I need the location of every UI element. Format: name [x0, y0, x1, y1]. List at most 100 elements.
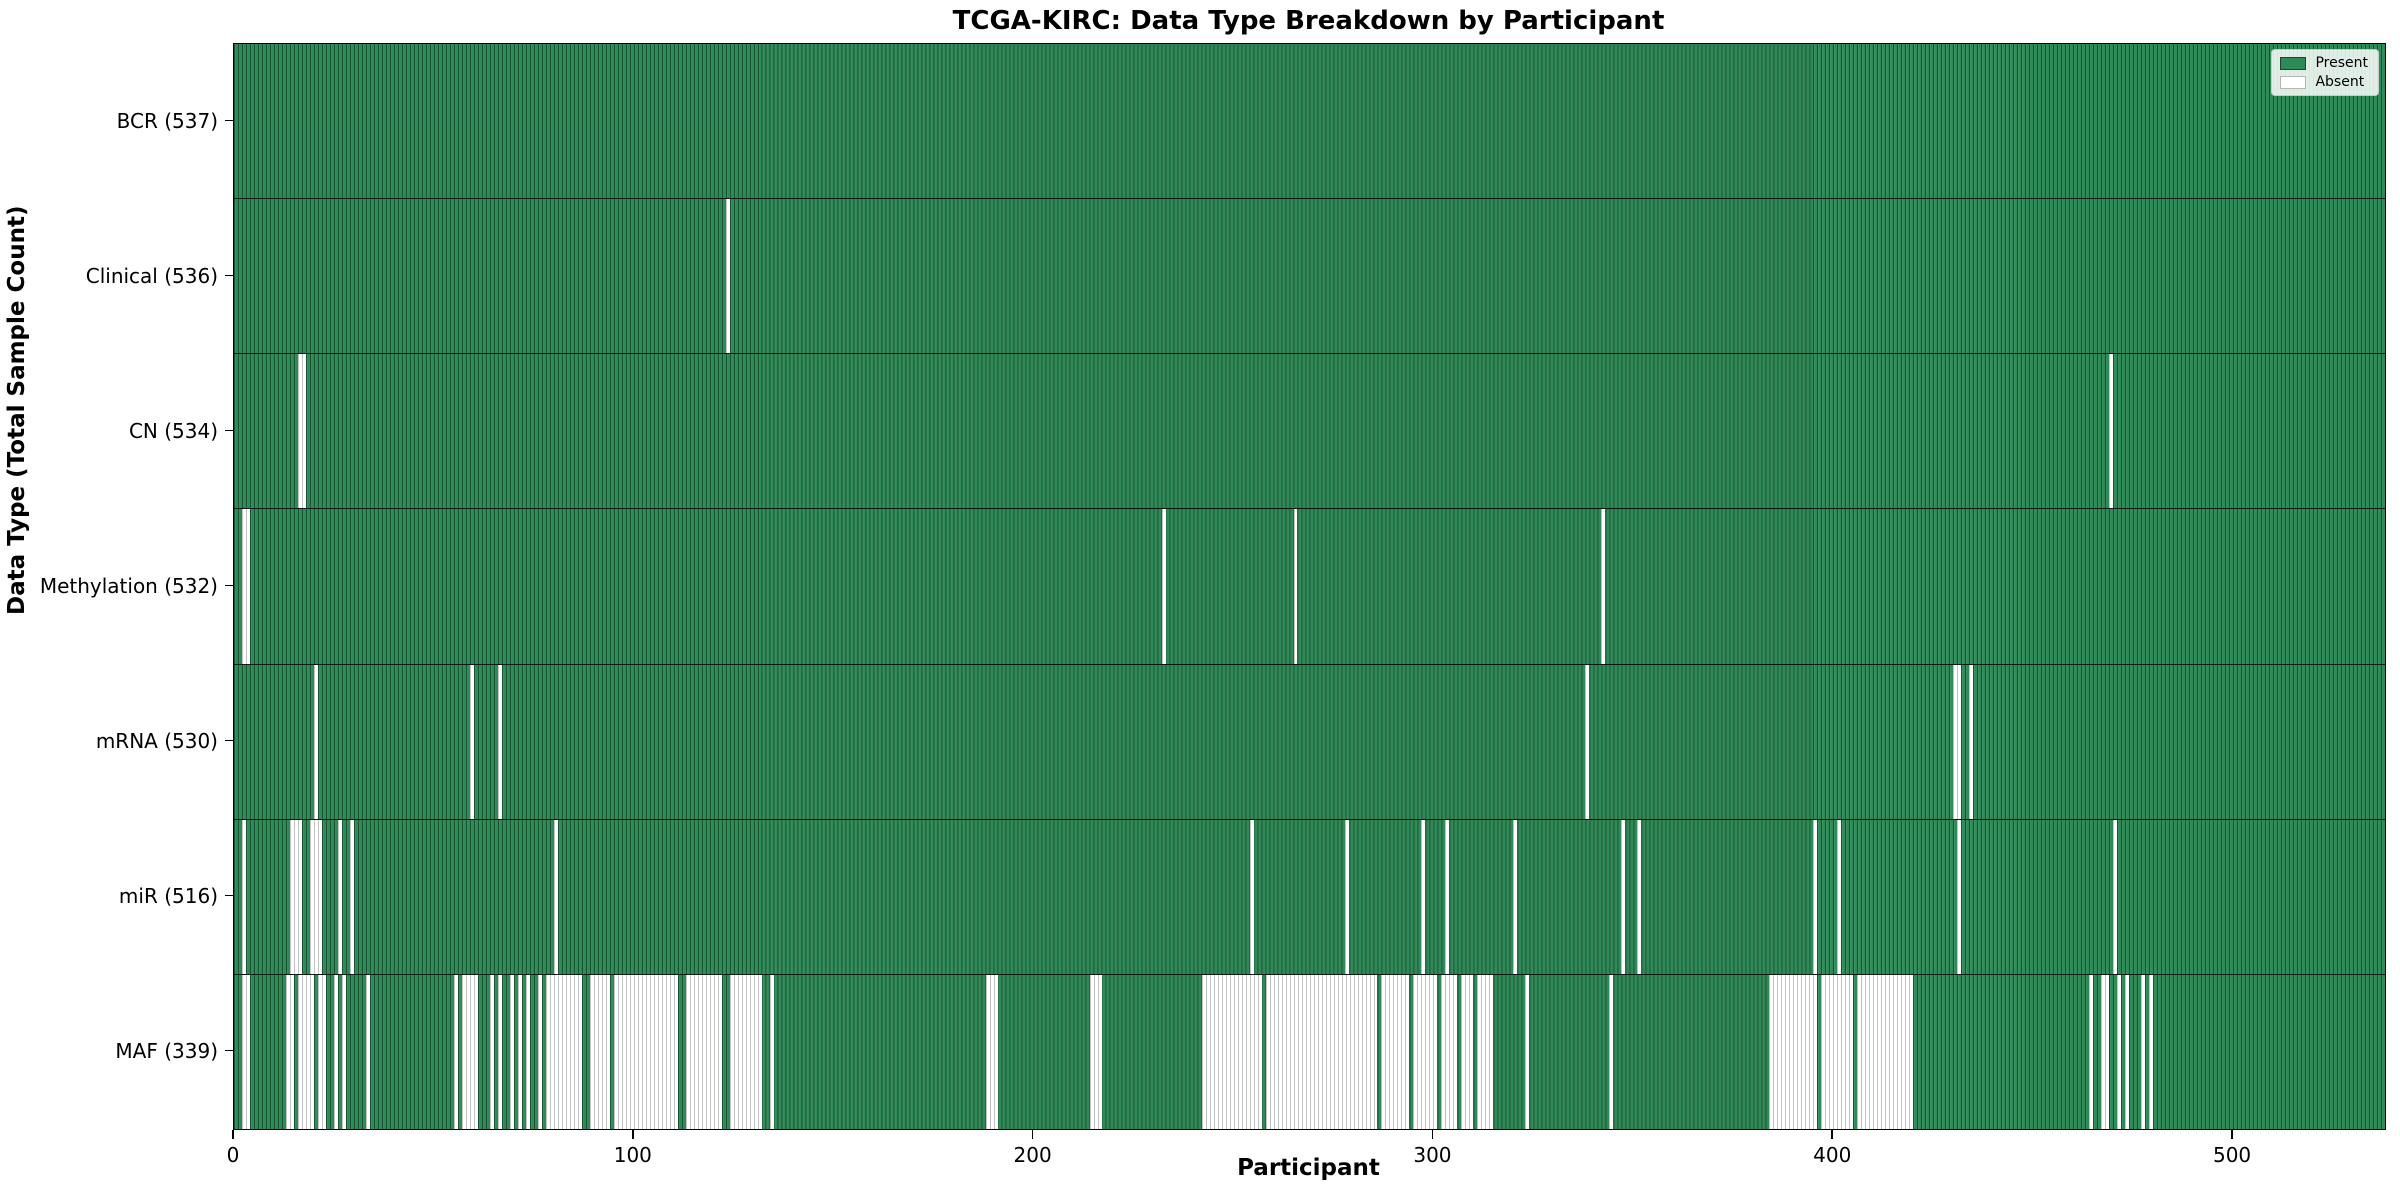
absent-stripe — [1265, 974, 1378, 1129]
absent-stripe — [297, 354, 306, 509]
absent-stripe — [2113, 819, 2118, 974]
heatmap-row-mir — [234, 818, 2385, 974]
x-tick-mark — [1031, 1129, 1034, 1139]
legend-entry-absent: Absent — [2280, 75, 2368, 89]
plot-area: Present Absent — [233, 43, 2386, 1130]
absent-stripe — [1837, 819, 1842, 974]
absent-stripe — [1957, 819, 1962, 974]
absent-stripe — [453, 974, 458, 1129]
x-tick-mark — [1831, 1129, 1834, 1139]
absent-stripe — [769, 974, 774, 1129]
absent-stripe — [509, 974, 514, 1129]
absent-stripe — [1345, 819, 1350, 974]
y-tick-mark — [225, 739, 233, 742]
absent-stripe — [2141, 974, 2146, 1129]
y-tick-label: Clinical (536) — [85, 263, 218, 288]
x-tick-mark — [232, 1129, 234, 1139]
absent-stripe — [2149, 974, 2154, 1129]
absent-stripe — [1513, 819, 1518, 974]
absent-stripe — [461, 974, 478, 1129]
y-tick-mark — [225, 1049, 233, 1052]
absent-stripe — [1201, 974, 1262, 1129]
y-tick-mark — [225, 584, 233, 587]
y-tick-label: CN (534) — [128, 418, 218, 443]
absent-stripe — [1857, 974, 1914, 1129]
absent-stripe — [685, 974, 722, 1129]
x-tick-mark — [632, 1129, 634, 1139]
absent-stripe — [553, 819, 558, 974]
absent-stripe — [985, 974, 998, 1129]
absent-stripe — [1637, 819, 1642, 974]
absent-stripe — [1381, 974, 1410, 1129]
heatmap-row-methylation — [234, 508, 2385, 664]
absent-stripe — [469, 664, 474, 819]
absent-stripe — [349, 819, 354, 974]
absent-stripe — [1445, 819, 1450, 974]
y-tick-label: mRNA (530) — [95, 728, 218, 753]
absent-stripe — [589, 974, 610, 1129]
absent-stripe — [2117, 974, 2122, 1129]
absent-stripe — [729, 974, 762, 1129]
absent-stripe — [1089, 974, 1102, 1129]
legend-label-absent: Absent — [2315, 74, 2365, 90]
absent-stripe — [1969, 664, 1974, 819]
absent-stripe — [613, 974, 678, 1129]
x-tick-label: 0 — [226, 1143, 240, 1167]
y-tick-label: Methylation (532) — [39, 573, 218, 598]
absent-stripe — [1477, 974, 1494, 1129]
absent-stripe — [1413, 974, 1438, 1129]
absent-stripe — [2109, 354, 2114, 509]
heatmap-row-mrna — [234, 663, 2385, 819]
absent-stripe — [1293, 509, 1298, 664]
absent-stripe — [537, 974, 542, 1129]
absent-stripe — [2125, 974, 2130, 1129]
heatmap-rows — [234, 44, 2385, 1129]
absent-stripe — [285, 974, 294, 1129]
y-tick-mark — [225, 894, 233, 897]
absent-stripe — [365, 974, 370, 1129]
x-tick-mark — [1431, 1129, 1434, 1139]
absent-stripe — [241, 819, 246, 974]
absent-stripe — [313, 664, 318, 819]
present-swatch — [2280, 56, 2307, 70]
heatmap-row-clinical — [234, 198, 2385, 354]
x-tick-label: 100 — [613, 1143, 652, 1167]
absent-stripe — [525, 974, 530, 1129]
heatmap-row-maf — [234, 973, 2385, 1129]
absent-stripe — [1769, 974, 1818, 1129]
absent-stripe — [241, 974, 250, 1129]
absent-stripe — [1609, 974, 1614, 1129]
absent-stripe — [1585, 664, 1590, 819]
legend-label-present: Present — [2315, 55, 2368, 71]
heatmap-row-cn — [234, 353, 2385, 509]
absent-stripe — [1161, 509, 1166, 664]
absent-stripe — [341, 974, 346, 1129]
absent-stripe — [2101, 974, 2110, 1129]
absent-stripe — [1953, 664, 1962, 819]
absent-stripe — [289, 819, 302, 974]
absent-stripe — [489, 974, 494, 1129]
absent-stripe — [497, 664, 502, 819]
absent-stripe — [517, 974, 522, 1129]
legend: Present Absent — [2271, 49, 2379, 96]
absent-stripe — [297, 974, 314, 1129]
x-tick-label: 400 — [1813, 1143, 1852, 1167]
x-tick-label: 200 — [1013, 1143, 1052, 1167]
y-tick-label: MAF (339) — [115, 1038, 218, 1063]
absent-swatch — [2280, 75, 2307, 89]
absent-stripe — [1601, 509, 1606, 664]
absent-stripe — [2089, 974, 2094, 1129]
y-tick-mark — [225, 429, 233, 432]
chart-title: TCGA-KIRC: Data Type Breakdown by Partic… — [952, 6, 1665, 36]
y-tick-label: miR (516) — [118, 883, 218, 908]
x-tick-label: 300 — [1413, 1143, 1452, 1167]
absent-stripe — [317, 974, 326, 1129]
absent-stripe — [1821, 974, 1854, 1129]
absent-stripe — [545, 974, 582, 1129]
x-axis-label: Participant — [1237, 1155, 1380, 1181]
heatmap-row-bcr — [234, 44, 2385, 199]
absent-stripe — [1249, 819, 1254, 974]
absent-stripe — [333, 974, 338, 1129]
absent-stripe — [1813, 819, 1818, 974]
